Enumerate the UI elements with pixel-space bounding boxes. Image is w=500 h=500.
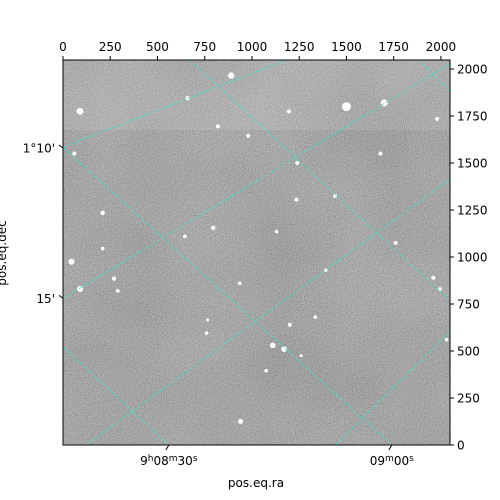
stars-layer [68, 72, 449, 425]
dec-tick-mark-0 [58, 144, 64, 149]
star-7 [215, 124, 220, 129]
image-area [63, 60, 450, 445]
star-28 [287, 322, 292, 327]
ra-ticks: 9h08m30s 09m00s [140, 444, 414, 468]
dec-tick-mark-1 [58, 294, 64, 299]
grid-line-up-0 [63, 60, 287, 148]
y-axis-title: pos.eq.dec [0, 220, 9, 285]
y-tick-label-3: 750 [457, 298, 480, 312]
star-17 [274, 229, 279, 234]
x-tick-label-6: 1500 [331, 40, 362, 54]
grid-line-down-0 [63, 147, 393, 445]
star-16 [183, 234, 187, 239]
grid-line-up-2 [85, 178, 450, 445]
y-tick-label-0: 0 [457, 439, 465, 453]
star-13 [294, 197, 299, 202]
star-8 [246, 133, 251, 138]
star-33 [281, 346, 287, 352]
grid-line-down-3 [417, 60, 450, 92]
star-10 [378, 151, 383, 156]
x-tick-label-1: 250 [99, 40, 122, 54]
x-tick-label-5: 1250 [284, 40, 315, 54]
star-35 [238, 419, 244, 425]
dec-tick-label-0: 1°10' [23, 141, 55, 155]
image-top-glow [63, 60, 450, 130]
y-tick-label-4: 1000 [457, 251, 488, 265]
star-2 [227, 72, 235, 79]
ra-tick-label-1: 09m00s [370, 454, 414, 468]
y-tick-label-1: 250 [457, 392, 480, 406]
x-axis-title: pos.eq.ra [228, 476, 284, 490]
star-26 [431, 275, 436, 280]
ra-tick-mark-1 [388, 444, 393, 451]
x-tick-label-4: 1000 [237, 40, 268, 54]
ra-tick-label-0: 9h08m30s [140, 454, 198, 468]
grid-line-down-2 [63, 346, 170, 445]
coordinate-grid [63, 60, 450, 445]
star-27 [438, 287, 442, 291]
grid-line-down-1 [189, 60, 450, 302]
star-9 [72, 151, 77, 156]
star-20 [68, 258, 75, 265]
y-tick-label-5: 1250 [457, 204, 488, 218]
dec-tick-label-1: 15' [36, 292, 55, 306]
star-19 [393, 240, 398, 245]
star-12 [333, 193, 338, 198]
star-32 [269, 342, 276, 349]
star-21 [77, 285, 84, 292]
x-tick-label-7: 1750 [378, 40, 409, 54]
plot-frame [62, 59, 451, 446]
y-tick-label-2: 500 [457, 345, 480, 359]
star-11 [295, 161, 300, 166]
star-31 [204, 331, 209, 335]
x-tick-label-3: 750 [193, 40, 216, 54]
y-tick-label-8: 2000 [457, 63, 488, 77]
x-tick-label-2: 500 [146, 40, 169, 54]
star-34 [264, 368, 268, 373]
grid-line-up-1 [63, 62, 450, 299]
star-23 [115, 289, 120, 293]
y-tick-label-7: 1750 [457, 110, 488, 124]
star-0 [76, 107, 84, 115]
x-tick-label-8: 2000 [426, 40, 457, 54]
star-36 [444, 337, 449, 342]
ra-tick-mark-0 [165, 444, 170, 451]
dec-ticks: 1°10' 15' [23, 141, 64, 306]
star-22 [111, 276, 117, 281]
star-14 [100, 210, 105, 216]
star-4 [341, 102, 351, 112]
star-24 [237, 281, 242, 286]
star-18 [100, 246, 105, 251]
grid-line-up-3 [334, 330, 450, 445]
x-tick-label-0: 0 [59, 40, 67, 54]
star-29 [313, 315, 318, 319]
pixel-x-ticks: 0 250 500 750 1000 1250 1500 1750 2000 [59, 40, 456, 60]
star-30 [206, 318, 210, 322]
star-37 [299, 354, 303, 358]
star-15 [211, 225, 216, 231]
y-tick-label-6: 1500 [457, 157, 488, 171]
pixel-y-ticks: 0 250 500 750 1000 1250 1500 1750 2000 [450, 63, 488, 453]
star-6 [435, 116, 440, 121]
star-3 [286, 109, 291, 114]
image-noise-texture [63, 60, 450, 445]
